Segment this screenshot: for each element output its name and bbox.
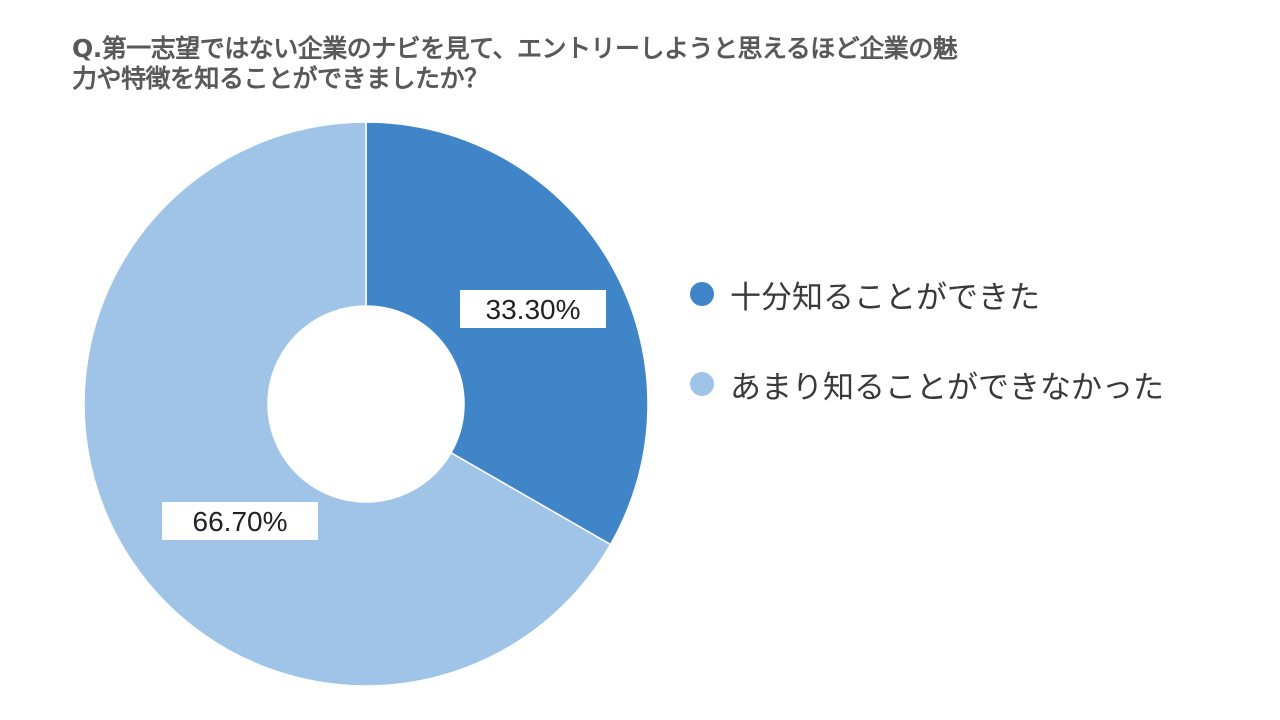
legend-dot-not-enough xyxy=(690,372,714,396)
chart-title: Q.第一志望ではない企業のナビを見て、エントリーしようと思えるほど企業の魅 力や… xyxy=(72,34,1222,94)
slice-not-enough xyxy=(83,121,612,687)
legend-label-enough: 十分知ることができた xyxy=(730,279,1040,316)
legend-item-not-enough: あまり知ることができなかった xyxy=(690,358,1164,410)
legend-item-enough: 十分知ることができた xyxy=(690,268,1164,320)
donut-chart: 33.30% 66.70% xyxy=(83,121,649,687)
chart-title-line-1: Q.第一志望ではない企業のナビを見て、エントリーしようと思えるほど企業の魅 xyxy=(72,34,958,63)
data-label-enough: 33.30% xyxy=(486,294,581,325)
legend-label-not-enough: あまり知ることができなかった xyxy=(730,369,1164,406)
legend: 十分知ることができた あまり知ることができなかった xyxy=(690,268,1164,448)
data-label-box-enough xyxy=(460,290,606,328)
legend-dot-enough xyxy=(690,282,714,306)
data-label-box-not-enough xyxy=(162,502,318,540)
slice-enough xyxy=(365,121,649,546)
data-label-not-enough: 66.70% xyxy=(193,506,288,537)
chart-title-line-2: 力や特徴を知ることができましたか？ xyxy=(72,64,489,93)
